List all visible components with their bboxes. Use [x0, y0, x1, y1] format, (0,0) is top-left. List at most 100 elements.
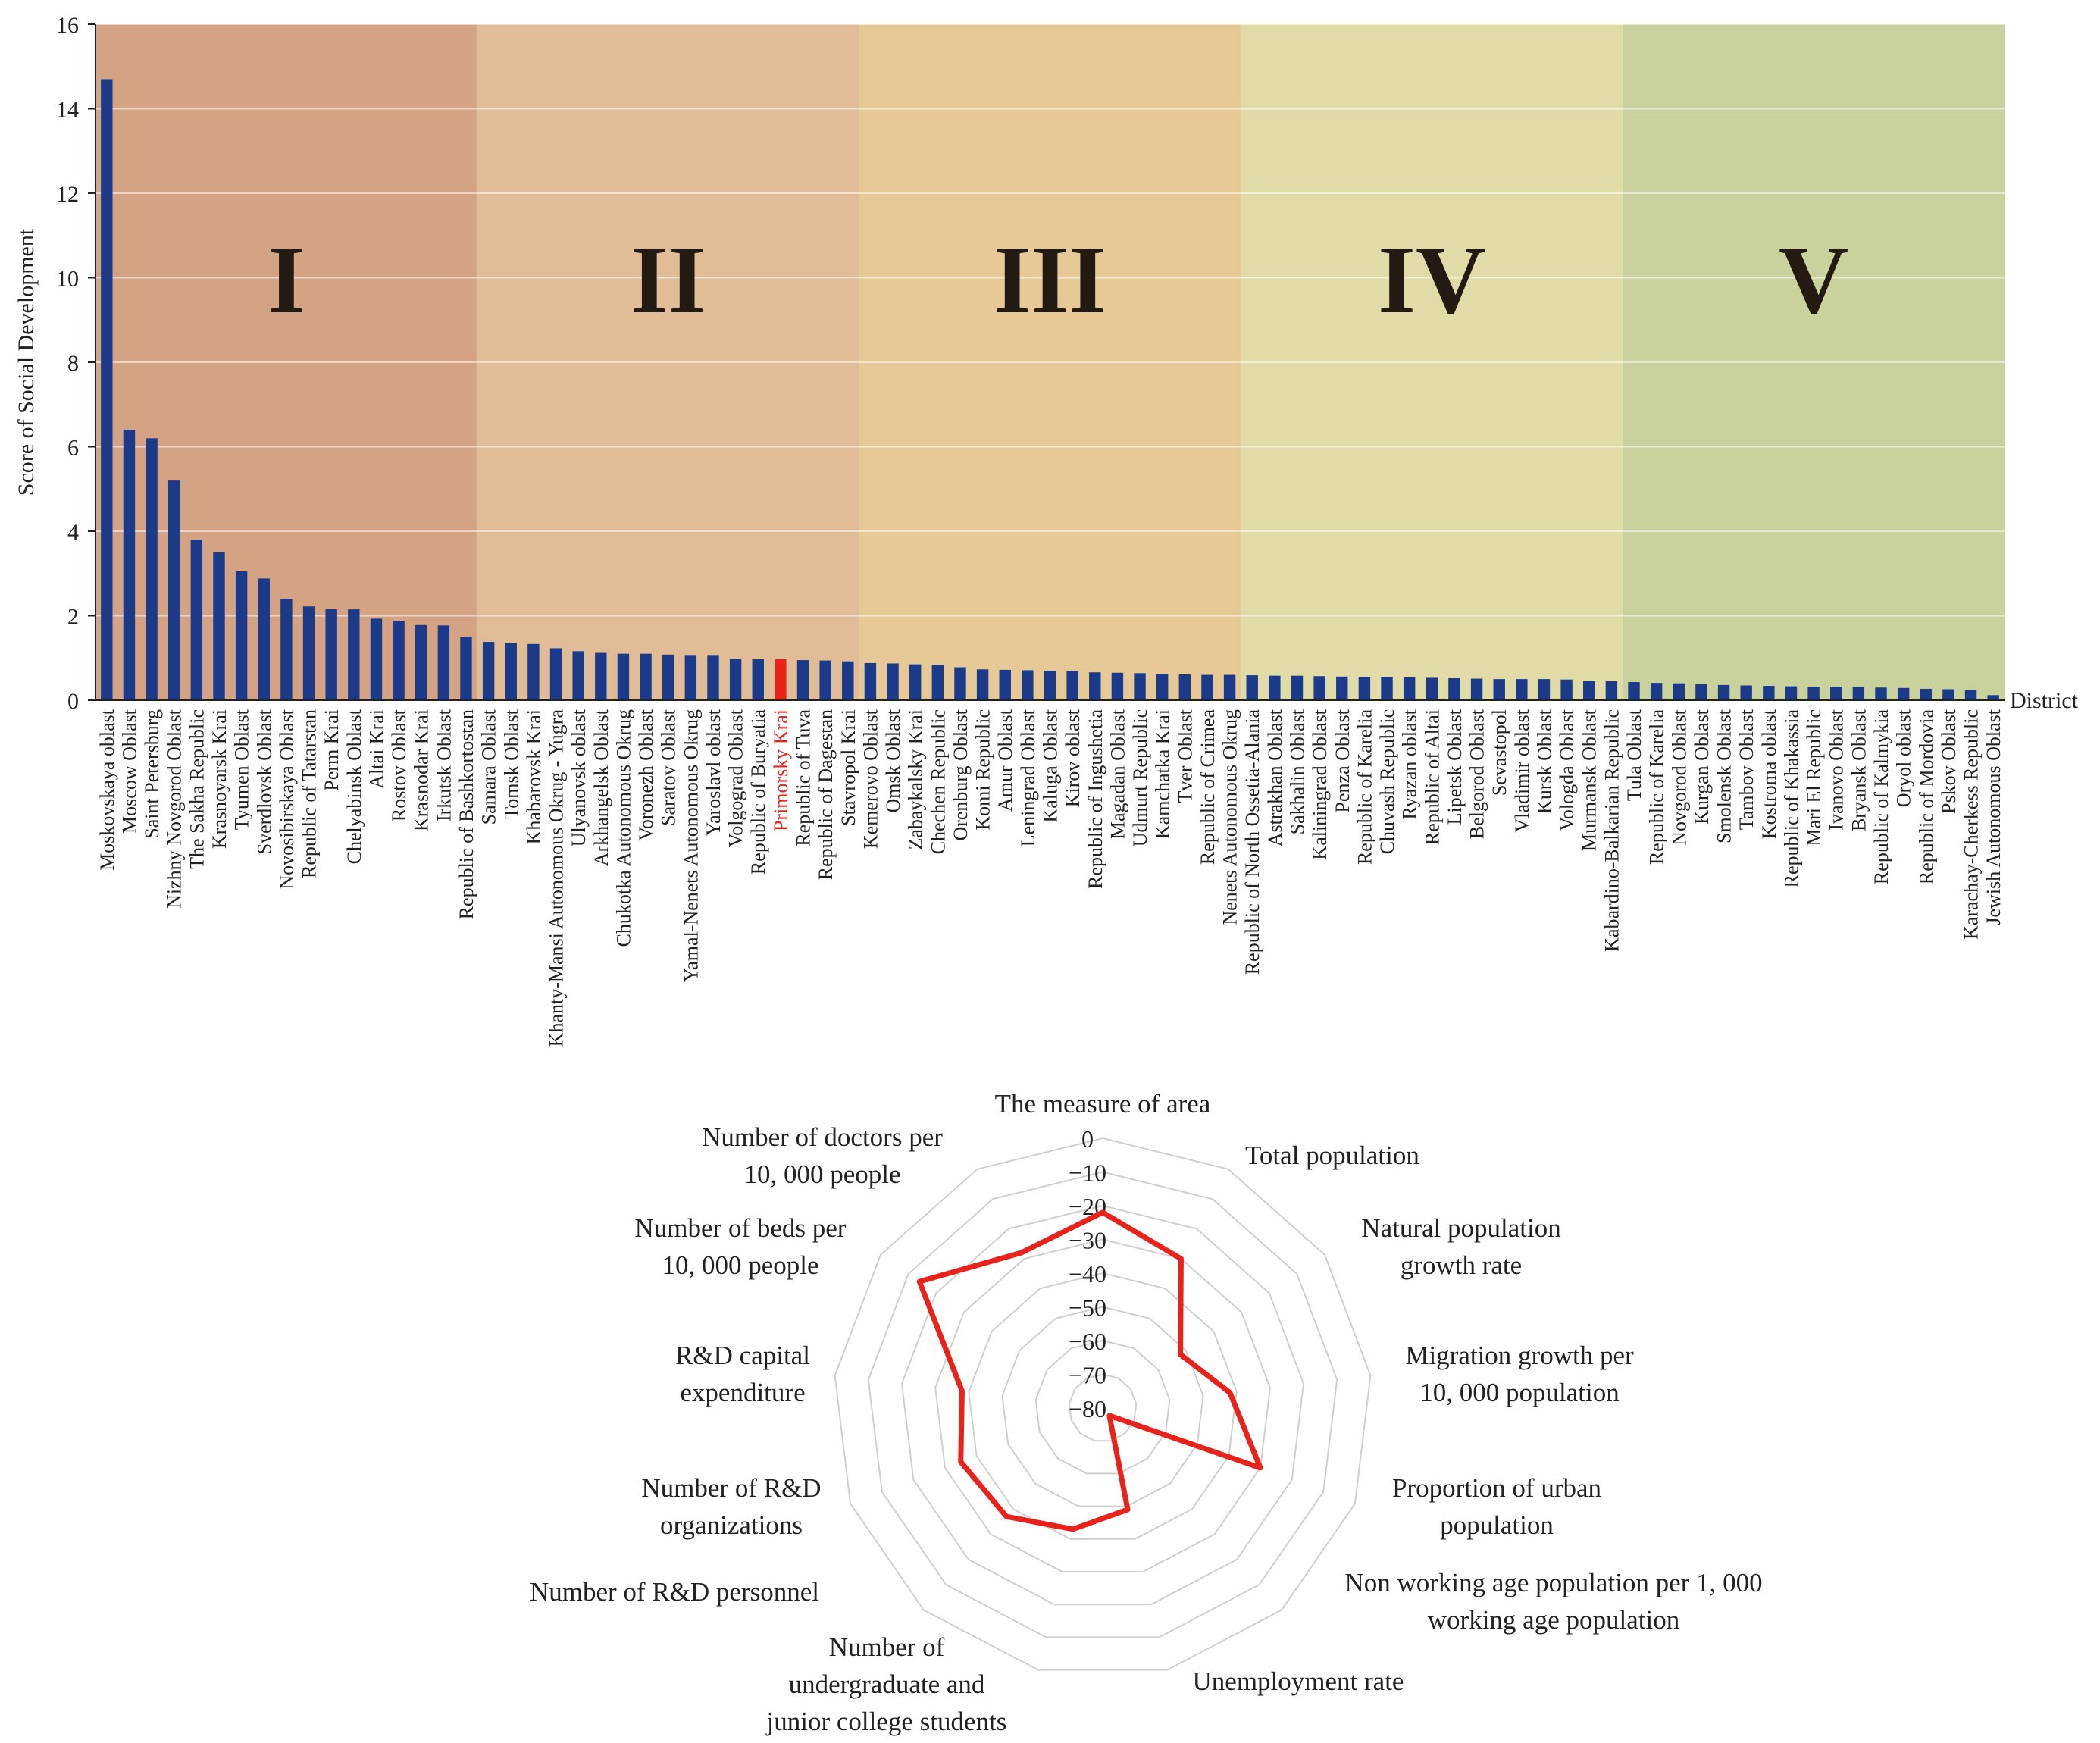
radar-ring [1034, 1339, 1171, 1475]
bar [864, 662, 877, 700]
bar [1560, 679, 1573, 700]
x-tick-label: Tver Oblast [1174, 709, 1196, 803]
radar-ring-label: −60 [1069, 1328, 1106, 1355]
x-tick-label: Samara Oblast [478, 709, 500, 825]
bar [1223, 674, 1236, 700]
x-tick-label: Kostroma oblast [1758, 709, 1780, 839]
bar [280, 599, 293, 700]
bar [1291, 675, 1304, 700]
radar-axis-label: Proportion of urban [1392, 1473, 1601, 1503]
bar [1111, 672, 1124, 700]
x-tick-label: Republic of Dagestan [815, 709, 837, 880]
x-tick-label: Voronezh Oblast [635, 709, 657, 840]
bar [1448, 678, 1460, 700]
x-tick-label: Chukotka Autonomous Okrug [612, 709, 634, 947]
bar [1605, 681, 1618, 700]
y-tick-label: 0 [67, 689, 79, 714]
radar-axis-label: Natural population [1361, 1213, 1560, 1243]
radar-axis-label: undergraduate and [789, 1669, 985, 1699]
radar-ring [834, 1137, 1372, 1671]
x-tick-label: Nenets Autonomous Okrug [1219, 709, 1241, 925]
bar [819, 660, 831, 700]
x-tick-label: Primorsky Krai [770, 709, 792, 831]
x-tick-label: Republic of Karelia [1646, 709, 1668, 865]
bar [999, 669, 1011, 700]
radar-axis-label: junior college students [765, 1707, 1007, 1736]
radar-axis-label: Number of R&D personnel [530, 1577, 819, 1607]
x-tick-label: Kursk Oblast [1533, 709, 1555, 814]
group-label-5: V [1779, 226, 1848, 333]
bar [954, 667, 966, 700]
bar [348, 609, 360, 700]
bar [1201, 674, 1213, 700]
bar [1763, 686, 1775, 700]
bar [393, 621, 405, 700]
bar [213, 552, 225, 700]
bar [595, 652, 607, 700]
bar [1134, 673, 1146, 700]
x-tick-label: Moskovskaya oblast [96, 709, 118, 871]
bar [1650, 683, 1663, 700]
x-tick-label: The Sakha Republic [186, 709, 208, 869]
bar [302, 606, 315, 700]
x-tick-label: Sverdlovsk Oblast [253, 709, 275, 854]
y-tick-label: 12 [56, 182, 79, 207]
bar [1807, 687, 1820, 700]
y-tick-label: 4 [67, 520, 79, 545]
y-tick-label: 2 [67, 605, 79, 630]
bar [1852, 687, 1865, 700]
radar-axis-label: population [1440, 1510, 1554, 1540]
bar [1156, 674, 1169, 700]
bar [640, 653, 652, 700]
bar [729, 659, 742, 700]
radar-ring-label: −70 [1069, 1362, 1106, 1389]
x-tick-label: Tyumen Oblast [231, 709, 253, 830]
bar [1740, 685, 1752, 700]
x-tick-label: Jewish Autonomous Oblast [1983, 709, 2005, 925]
group-label-3: III [994, 226, 1106, 333]
x-tick-label: Republic of Karelia [1354, 709, 1375, 865]
x-tick-label: Amur Oblast [994, 709, 1016, 812]
radar-axis-label: 10, 000 people [743, 1159, 900, 1189]
x-tick-label: Bryansk Oblast [1848, 709, 1870, 831]
x-tick-label: Yamal-Nenets Autonomous Okrug [680, 709, 702, 982]
bar [1987, 695, 1999, 700]
radar-ring-label: −80 [1069, 1395, 1106, 1422]
bar [1717, 684, 1730, 700]
bar [437, 625, 450, 700]
x-tick-label: Volgograd Oblast [725, 709, 747, 847]
radar-axis-label: growth rate [1401, 1250, 1522, 1280]
bar [325, 609, 337, 700]
bar [1830, 687, 1842, 700]
bar [1875, 687, 1887, 700]
bar [415, 624, 427, 700]
bar [482, 642, 495, 700]
bar [684, 655, 697, 700]
bar [1628, 682, 1640, 700]
x-tick-label: Ulyanovsk oblast [568, 709, 590, 846]
bar [1920, 688, 1932, 700]
bar [1246, 675, 1258, 700]
bar [123, 430, 136, 700]
x-tick-label: Kamchatka Krai [1152, 709, 1174, 839]
y-tick-label: 14 [56, 98, 79, 123]
x-tick-label: Murmansk Oblast [1579, 709, 1601, 851]
x-tick-label: Republic of Khakassia [1780, 709, 1802, 888]
bar [1358, 677, 1371, 700]
x-tick-label: Sevastopol [1488, 709, 1510, 796]
x-tick-label: Khabarovsk Krai [523, 709, 545, 844]
x-tick-label: Saratov Oblast [658, 709, 680, 826]
x-tick-label: Sakhalin Oblast [1286, 709, 1308, 834]
radar-ring-label: −50 [1069, 1294, 1106, 1322]
bar [1066, 671, 1078, 700]
radar-ring-label: −30 [1069, 1227, 1106, 1254]
x-tick-label: Astrakhan Oblast [1264, 709, 1286, 846]
x-tick-label: Tomsk Oblast [500, 709, 522, 819]
x-tick-label: Ivanovo Oblast [1826, 709, 1848, 830]
bar [572, 651, 584, 700]
x-tick-label: Novgorod Oblast [1668, 709, 1690, 846]
radar-axis-label: Number of R&D [641, 1473, 821, 1503]
x-tick-label: Stavropol Krai [837, 709, 859, 826]
bar [909, 664, 922, 700]
bar [752, 659, 764, 700]
